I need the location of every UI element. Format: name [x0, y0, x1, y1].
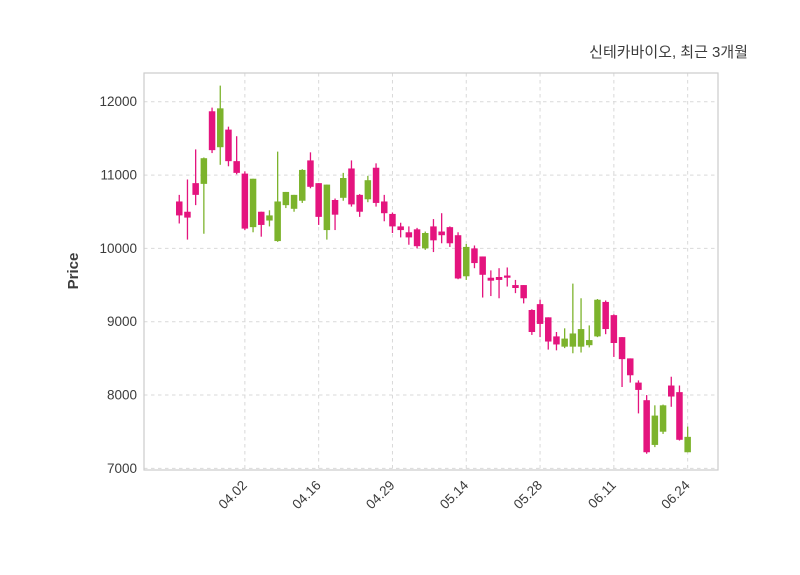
candle-body: [208, 111, 216, 151]
x-tick-label: 04.02: [215, 478, 250, 513]
y-tick-label: 9000: [107, 314, 137, 329]
candle-body: [577, 329, 585, 347]
y-tick-label: 11000: [100, 168, 137, 183]
candle-body: [487, 277, 495, 281]
x-tick-label: 06.24: [658, 477, 693, 512]
grid-lines: [144, 73, 718, 470]
x-tick-labels: 04.02 04.16 04.29 05.14 05.28 06.11 06.24: [215, 477, 693, 512]
candle-body: [249, 178, 257, 228]
candle-body: [241, 173, 249, 229]
candle-body: [389, 213, 396, 227]
candle-body: [528, 309, 536, 332]
candle-body: [192, 183, 199, 195]
candle-body: [258, 211, 265, 225]
candle-body: [545, 317, 552, 342]
candle-body: [561, 338, 568, 347]
candle-body: [512, 285, 519, 288]
candle-body: [200, 158, 208, 184]
candle-body: [504, 275, 511, 278]
candle-body: [594, 299, 601, 337]
candle-body: [331, 200, 339, 215]
x-tick-label: 05.28: [511, 478, 546, 513]
candle-body: [454, 235, 462, 279]
candle-body: [627, 358, 634, 376]
candle-body: [233, 161, 240, 173]
candle-body: [299, 169, 306, 201]
candle-body: [405, 232, 413, 238]
candle-body: [422, 233, 429, 249]
candle-body: [569, 333, 577, 347]
candle-body: [495, 276, 503, 280]
y-tick-label: 8000: [107, 388, 137, 403]
x-tick-label: 06.11: [585, 478, 619, 512]
candle-body: [438, 231, 445, 236]
x-tick-label: 05.14: [437, 477, 472, 512]
candle-body: [413, 229, 421, 247]
x-tick-label: 04.16: [289, 478, 324, 513]
chart-title: 신테카바이오, 최근 3개월: [589, 44, 748, 61]
candle-body: [651, 415, 659, 445]
candle-body: [176, 201, 183, 216]
candle-body: [659, 405, 667, 432]
y-axis-label: Price: [65, 253, 82, 290]
candle-body: [307, 160, 314, 187]
candle-body: [618, 337, 626, 360]
candle-body: [372, 167, 380, 203]
candle-body: [364, 180, 372, 200]
plot-frame: [143, 72, 719, 471]
candle-body: [520, 285, 527, 299]
candle-body: [397, 226, 404, 231]
candle-body: [479, 256, 486, 275]
candle-body: [225, 129, 232, 162]
candle-body: [274, 201, 281, 242]
candle-body: [463, 246, 470, 277]
candle-body: [610, 315, 618, 343]
candle-body: [586, 340, 593, 346]
candle-body: [356, 194, 363, 212]
candle-body: [348, 168, 355, 205]
y-tick-label: 10000: [99, 241, 137, 256]
candle-body: [266, 215, 273, 221]
candle-body: [536, 304, 544, 324]
candle-body: [315, 183, 322, 217]
candle-body: [668, 385, 675, 397]
x-tick-label: 04.29: [363, 478, 398, 513]
candle-body: [446, 227, 454, 244]
candle-body: [290, 194, 298, 209]
candle-body: [635, 382, 642, 390]
candle-body: [471, 248, 478, 264]
candle-body: [217, 108, 224, 148]
candle-body: [430, 226, 437, 241]
candle-body: [340, 178, 347, 198]
y-tick-label: 7000: [107, 461, 137, 476]
candles-group: [176, 85, 691, 454]
candle-body: [676, 392, 683, 440]
y-tick-label: 12000: [99, 94, 137, 109]
candle-body: [381, 201, 388, 214]
candle-body: [643, 400, 650, 453]
candle-body: [684, 436, 691, 453]
candle-body: [323, 184, 331, 231]
candle-body: [553, 336, 560, 345]
y-tick-labels: 7000 8000 9000 10000 11000 12000: [99, 94, 137, 476]
candle-body: [184, 211, 191, 218]
candle-body: [602, 301, 609, 330]
candle-body: [282, 191, 290, 206]
plot-area: [144, 73, 718, 470]
